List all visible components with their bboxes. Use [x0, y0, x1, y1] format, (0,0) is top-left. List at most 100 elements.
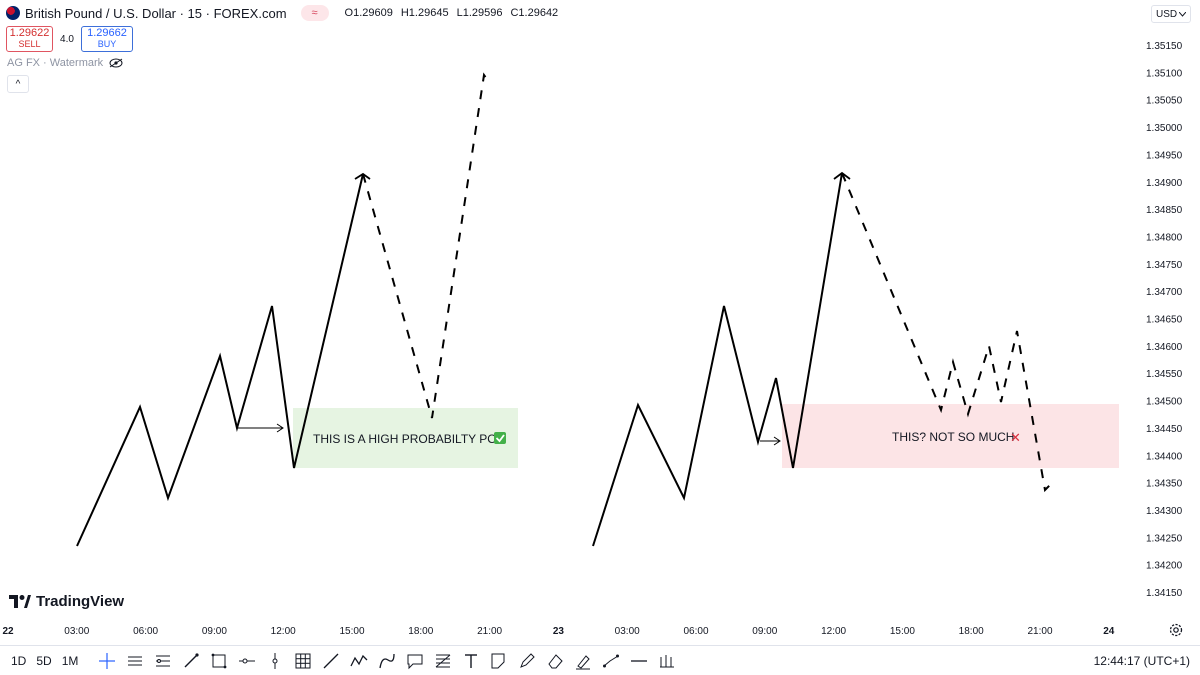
symbol-title[interactable]: British Pound / U.S. Dollar · 15 · FOREX…	[25, 5, 287, 21]
path-tool-button[interactable]	[602, 652, 620, 670]
poi-label: THIS IS A HIGH PROBABILTY POI	[313, 432, 500, 446]
rectangle-tool-button[interactable]	[210, 652, 228, 670]
crosshair-tool-button[interactable]	[98, 652, 116, 670]
price-axis[interactable]: 1.35150 1.35100 1.35050 1.35000 1.34950 1.349…	[1146, 41, 1183, 599]
symbol-header: British Pound / U.S. Dollar · 15 · FOREX…	[6, 4, 558, 22]
trend-line-icon	[323, 653, 339, 668]
time-tick-label: 24	[1103, 626, 1115, 637]
not-so-much-label: THIS? NOT SO MUCH	[892, 430, 1014, 444]
time-tick-label: 18:00	[408, 626, 433, 637]
right-projection-path[interactable]	[841, 172, 1052, 493]
ohlc-values: O1.29609 H1.29645 L1.29596 C1.29642	[345, 7, 559, 19]
close-value: C1.29642	[510, 7, 559, 19]
collapse-legend-button[interactable]: ^	[7, 75, 29, 93]
note-tool-button[interactable]	[490, 652, 508, 670]
time-tick-label: 18:00	[959, 626, 984, 637]
time-axis[interactable]: 22 03:00 06:00 09:00 12:00 15:00 18:00 21:00 23 0…	[2, 626, 1114, 637]
path-icon	[603, 654, 620, 667]
horizontal-ray-tool-button[interactable]	[238, 652, 256, 670]
text-tool-button[interactable]	[462, 652, 480, 670]
horizontal-lines-icon	[128, 656, 143, 665]
time-tick-label: 12:00	[821, 626, 846, 637]
time-tick-label: 21:00	[477, 626, 502, 637]
crosshair-icon	[99, 652, 116, 669]
price-tick-label: 1.34950	[1146, 150, 1183, 161]
watermark-label: AG FX · Watermark	[7, 57, 104, 69]
time-tick-label: 21:00	[1027, 626, 1052, 637]
price-tick-label: 1.34750	[1146, 260, 1183, 271]
spread-value: 4.0	[60, 33, 74, 45]
tradingview-logo-text: TradingView	[36, 593, 125, 610]
price-tick-label: 1.34250	[1146, 533, 1183, 544]
eraser-tool-button[interactable]	[546, 652, 564, 670]
text-icon	[465, 653, 478, 668]
right-price-path[interactable]	[592, 172, 843, 547]
high-probability-poi-zone[interactable]	[293, 408, 518, 468]
sell-button[interactable]: 1.29622 SELL	[6, 26, 53, 52]
left-projection-path[interactable]	[362, 72, 490, 419]
sell-label: SELL	[18, 39, 41, 49]
currency-selector[interactable]: USD	[1151, 5, 1191, 23]
pen-tool-button[interactable]	[518, 652, 536, 670]
price-tick-label: 1.34900	[1146, 178, 1183, 189]
highlighter-tool-button[interactable]	[574, 652, 592, 670]
trend-line-tool-button[interactable]	[322, 652, 340, 670]
callout-icon	[407, 654, 423, 669]
price-tick-label: 1.34650	[1146, 315, 1183, 326]
data-feed-badge-icon[interactable]: ≈	[300, 5, 329, 21]
vertical-line-tool-button[interactable]	[266, 652, 284, 670]
time-tick-label: 09:00	[202, 626, 227, 637]
low-value: L1.29596	[456, 7, 503, 19]
open-value: O1.29609	[344, 7, 393, 19]
callout-tool-button[interactable]	[406, 652, 424, 670]
bottom-toolbar: 1D 5D 1M 12:44:17 (UTC+1)	[0, 645, 1200, 675]
price-tick-label: 1.34400	[1146, 451, 1183, 462]
price-tick-label: 1.34700	[1146, 287, 1183, 298]
zigzag-tool-button[interactable]	[350, 652, 368, 670]
grid-icon	[295, 653, 311, 668]
price-tick-label: 1.34600	[1146, 342, 1183, 353]
measure-tool-button[interactable]	[658, 652, 676, 670]
buy-button[interactable]: 1.29662 BUY	[81, 26, 133, 52]
left-price-path[interactable]	[76, 173, 364, 547]
price-tick-label: 1.35100	[1146, 68, 1183, 79]
price-tick-label: 1.34200	[1146, 561, 1183, 572]
pitchfork-tool-button[interactable]	[154, 652, 172, 670]
right-zone-arrowhead	[773, 436, 781, 446]
axis-settings-gear-icon[interactable]	[1168, 622, 1184, 638]
buy-price: 1.29662	[87, 27, 127, 39]
fib-tool-button[interactable]	[434, 652, 452, 670]
buy-label: BUY	[97, 39, 117, 49]
eye-hidden-icon[interactable]	[109, 58, 123, 68]
eraser-icon	[548, 653, 564, 668]
brush-icon	[184, 652, 199, 667]
price-tick-label: 1.34300	[1146, 506, 1183, 517]
price-tick-label: 1.34550	[1146, 369, 1183, 380]
price-tick-label: 1.34450	[1146, 424, 1183, 435]
watermark-indicator[interactable]: AG FX · Watermark	[7, 57, 123, 69]
time-tick-label: 03:00	[64, 626, 89, 637]
line-icon	[631, 659, 648, 662]
tradingview-logo-icon	[9, 595, 31, 608]
range-buttons: 1D 5D 1M	[11, 654, 78, 668]
time-tick-label: 03:00	[615, 626, 640, 637]
high-value: H1.29645	[400, 7, 449, 19]
range-1m-button[interactable]: 1M	[61, 653, 79, 668]
curve-tool-button[interactable]	[378, 652, 396, 670]
tradingview-logo[interactable]: TradingView	[9, 593, 124, 610]
trade-buttons: 1.29622 SELL 4.0 1.29662 BUY	[6, 26, 133, 52]
time-tick-label: 22	[2, 626, 14, 637]
gbp-usd-flag-icon	[6, 6, 20, 20]
grid-tool-button[interactable]	[294, 652, 312, 670]
low-probability-zone[interactable]	[782, 404, 1119, 468]
range-5d-button[interactable]: 5D	[36, 653, 52, 668]
clock-readout[interactable]: 12:44:17 (UTC+1)	[1093, 654, 1190, 668]
chart-area[interactable]: THIS IS A HIGH PROBABILTY POI✅ THIS? NOT …	[0, 0, 1200, 645]
line-tool-button[interactable]	[630, 652, 648, 670]
brush-tool-button[interactable]	[182, 652, 200, 670]
price-tick-label: 1.34800	[1146, 232, 1183, 243]
range-1d-button[interactable]: 1D	[11, 653, 27, 668]
curve-icon	[379, 653, 396, 668]
horizontal-lines-tool-button[interactable]	[126, 652, 144, 670]
price-tick-label: 1.34500	[1146, 397, 1183, 408]
